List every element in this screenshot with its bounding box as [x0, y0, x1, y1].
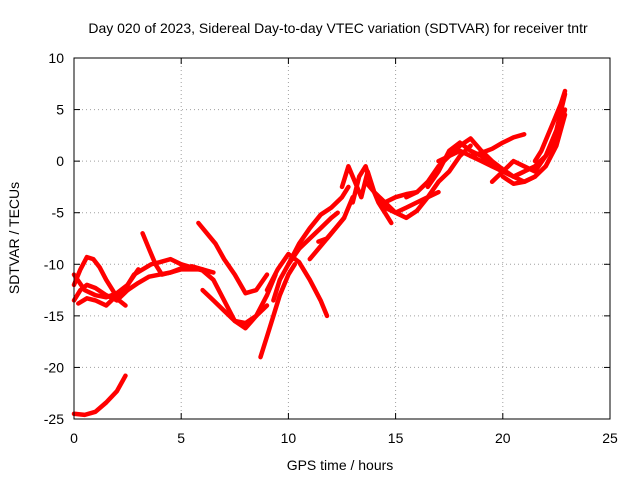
- data-series: [71, 88, 568, 418]
- series-arc-28: [532, 88, 568, 164]
- y-tick-label: 10: [48, 50, 64, 66]
- y-axis-label: SDTVAR / TECUs: [6, 182, 22, 294]
- grid-lines: [74, 58, 610, 419]
- series-arc-16: [316, 194, 355, 244]
- y-tick-labels: -25 -20 -15 -10 -5 0 5 10: [44, 50, 64, 427]
- y-tick-label: -25: [44, 411, 64, 427]
- y-tick-label: -5: [52, 205, 65, 221]
- series-arc-13: [271, 210, 340, 303]
- series-arc-24: [468, 132, 527, 159]
- x-tick-label: 20: [495, 430, 511, 446]
- series-arc-6: [114, 256, 184, 303]
- y-tick-label: -15: [44, 308, 64, 324]
- series-arc-14: [286, 184, 351, 267]
- x-tick-label: 5: [177, 430, 185, 446]
- series-arc-27: [511, 107, 568, 179]
- axis-ticks: [73, 57, 611, 420]
- series-arc-2: [71, 267, 216, 303]
- x-tick-label: 25: [602, 430, 618, 446]
- x-tick-label: 0: [70, 430, 78, 446]
- x-axis-label: GPS time / hours: [287, 457, 394, 473]
- series-arc-1: [71, 373, 128, 418]
- y-tick-label: -10: [44, 256, 64, 272]
- chart-title: Day 020 of 2023, Sidereal Day-to-day VTE…: [88, 20, 588, 36]
- x-tick-labels: 0 5 10 15 20 25: [70, 430, 618, 446]
- y-tick-label: 5: [56, 102, 64, 118]
- series-arc-12: [264, 251, 330, 319]
- y-tick-label: -20: [44, 359, 64, 375]
- plot-frame: [73, 57, 611, 420]
- x-tick-label: 15: [388, 430, 404, 446]
- series-arc-23: [436, 136, 538, 185]
- series-arc-8: [196, 220, 270, 296]
- series-arc-26: [500, 112, 568, 187]
- series-arc-10: [200, 272, 278, 326]
- series-arc-11: [258, 262, 298, 360]
- x-tick-label: 10: [281, 430, 297, 446]
- y-tick-label: 0: [56, 153, 64, 169]
- series-arc-20: [382, 143, 473, 221]
